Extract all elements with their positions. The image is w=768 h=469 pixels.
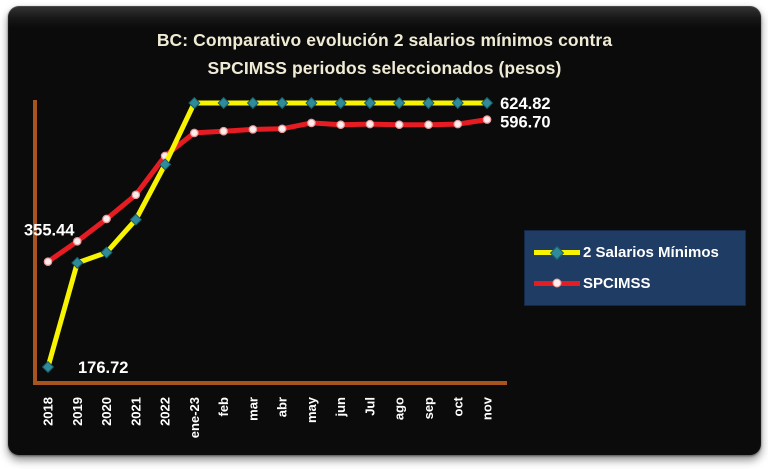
diamond-marker (480, 96, 494, 110)
circle-marker (277, 124, 287, 134)
x-axis-label: 2020 (99, 397, 114, 426)
legend-label: SPCIMSS (583, 274, 651, 292)
circle-marker (365, 119, 375, 129)
chart-title-line2: SPCIMSS periodos seleccionados (pesos) (207, 58, 562, 78)
legend-item-2-salarios-minimos: 2 Salarios Mínimos (534, 244, 745, 261)
diamond-marker (246, 96, 259, 110)
x-axis-label: ago (392, 397, 407, 420)
diamond-marker (334, 96, 347, 110)
diamond-marker (217, 96, 230, 110)
x-axis-label: Jul (363, 397, 378, 416)
diamond-marker (305, 96, 318, 110)
legend-sample-red-line (534, 278, 580, 288)
diamond-marker (100, 246, 113, 259)
x-axis-label: oct (450, 396, 465, 416)
x-axis-label: sep (421, 397, 436, 419)
data-label: 355.44 (24, 222, 75, 240)
x-axis-label: 2022 (158, 397, 173, 426)
x-axis-label: may (304, 396, 319, 423)
circle-marker (131, 190, 141, 200)
diamond-marker (41, 360, 55, 374)
chart-title: BC: Comparativo evolución 2 salarios mín… (8, 26, 761, 82)
diamond-marker-icon (549, 245, 565, 260)
circle-marker (219, 126, 228, 136)
diamond-marker (158, 158, 172, 171)
circle-marker (394, 120, 404, 129)
circle-marker (482, 115, 492, 124)
circle-marker (424, 120, 433, 129)
line-chart: 2018 2019 2020 2021 2022 ene-23 feb mar abr may ju… (24, 95, 551, 438)
data-label: 176.72 (78, 359, 128, 377)
x-axis-label: ene-23 (187, 397, 202, 438)
diamond-marker (188, 96, 201, 110)
diamond-marker (276, 96, 289, 110)
x-axis-label: 2021 (128, 397, 143, 426)
chart-panel: BC: Comparativo evolución 2 salarios mín… (8, 6, 761, 455)
circle-marker (248, 125, 258, 134)
diamond-marker (422, 96, 435, 110)
x-axis-label: mar (245, 397, 260, 421)
x-axis-label: 2018 (41, 397, 56, 426)
diamond-marker (363, 96, 377, 110)
circle-marker (102, 214, 111, 224)
data-label: 624.82 (500, 95, 550, 113)
x-axis-label: 2019 (70, 397, 85, 426)
circle-marker (190, 128, 199, 138)
circle-marker (72, 237, 82, 246)
diamond-marker (71, 256, 84, 269)
x-axis-label: abr (275, 397, 290, 417)
legend-label: 2 Salarios Mínimos (583, 244, 719, 262)
diamond-marker (393, 96, 406, 110)
diamond-marker (129, 213, 142, 226)
circle-marker (453, 119, 463, 129)
data-label: 596.70 (500, 114, 550, 132)
circle-marker (307, 118, 316, 128)
diamond-marker (451, 96, 464, 110)
x-axis-label: feb (216, 397, 231, 417)
chart-legend: 2 Salarios Mínimos SPCIMSS (524, 230, 746, 306)
chart-title-line1: BC: Comparativo evolución 2 salarios mín… (156, 30, 613, 50)
circle-marker-icon (552, 278, 562, 288)
x-axis-label: jun (333, 397, 348, 418)
circle-marker (43, 257, 53, 267)
x-axis-label: nov (480, 396, 495, 420)
series-line-spcimss (45, 117, 490, 265)
series-line-2-salarios-minimos (45, 100, 490, 370)
legend-sample-yellow-line (534, 245, 580, 260)
legend-item-spcimss: SPCIMSS (534, 275, 745, 292)
circle-marker (336, 120, 346, 129)
